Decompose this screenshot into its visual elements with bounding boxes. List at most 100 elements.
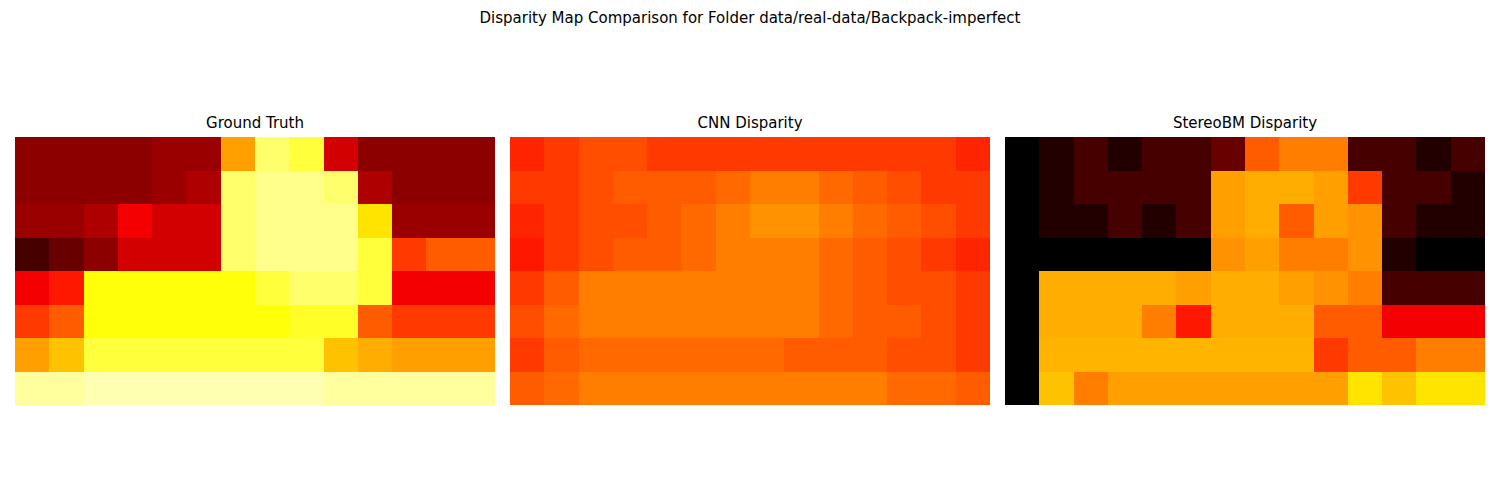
heatmap-cell: [1382, 171, 1417, 205]
heatmap-cell: [358, 171, 393, 205]
heatmap-cell: [358, 271, 393, 305]
heatmap-cell: [426, 372, 461, 406]
heatmap-cell: [681, 305, 716, 339]
heatmap-cell: [289, 372, 324, 406]
heatmap-cell: [887, 137, 922, 171]
heatmap-cell: [1348, 338, 1383, 372]
heatmap-cell: [544, 338, 579, 372]
heatmap-cell: [221, 137, 256, 171]
heatmap-cell: [853, 137, 888, 171]
heatmap-cell: [1074, 137, 1109, 171]
heatmap-cell: [1176, 204, 1211, 238]
heatmap-cell: [118, 372, 153, 406]
heatmap-cell: [358, 137, 393, 171]
heatmap-cell: [510, 271, 545, 305]
heatmap-cell: [784, 338, 819, 372]
heatmap-cell: [152, 171, 187, 205]
heatmap-cell: [1314, 338, 1349, 372]
heatmap-cell: [1211, 305, 1246, 339]
panel: CNN Disparity: [510, 114, 991, 406]
heatmap-cell: [647, 372, 682, 406]
heatmap-cell: [255, 271, 290, 305]
heatmap-cell: [1142, 238, 1177, 272]
heatmap-cell: [1348, 204, 1383, 238]
heatmap-cell: [392, 238, 427, 272]
heatmap-cell: [118, 204, 153, 238]
heatmap-cell: [255, 372, 290, 406]
heatmap-cell: [579, 238, 614, 272]
heatmap-cell: [544, 271, 579, 305]
heatmap-cell: [1451, 338, 1485, 372]
heatmap-cell: [544, 372, 579, 406]
heatmap-cell: [784, 372, 819, 406]
heatmap-cell: [221, 338, 256, 372]
heatmap-cell: [255, 338, 290, 372]
heatmap-cell: [1382, 372, 1417, 406]
heatmap-cell: [255, 238, 290, 272]
heatmap-cell: [221, 372, 256, 406]
figure: Disparity Map Comparison for Folder data…: [0, 0, 1500, 500]
heatmap-cell: [681, 204, 716, 238]
heatmap-cell: [426, 305, 461, 339]
heatmap-cell: [1211, 171, 1246, 205]
heatmap-cell: [647, 238, 682, 272]
heatmap-cell: [1142, 204, 1177, 238]
panel: StereoBM Disparity: [1005, 114, 1486, 406]
heatmap-cell: [255, 305, 290, 339]
heatmap-cell: [152, 372, 187, 406]
heatmap-cell: [1211, 338, 1246, 372]
heatmap-cell: [186, 338, 221, 372]
heatmap-cell: [358, 238, 393, 272]
heatmap-cell: [1039, 372, 1074, 406]
heatmap-cell: [1142, 372, 1177, 406]
heatmap-cell: [1074, 238, 1109, 272]
heatmap-cell: [853, 338, 888, 372]
heatmap-cell: [1416, 137, 1451, 171]
heatmap-cell: [392, 204, 427, 238]
heatmap-cell: [579, 338, 614, 372]
heatmap-cell: [49, 204, 84, 238]
heatmap-cell: [647, 271, 682, 305]
heatmap-cell: [819, 137, 854, 171]
heatmap-cell: [152, 137, 187, 171]
heatmap-cell: [819, 238, 854, 272]
heatmap-cell: [1451, 204, 1485, 238]
heatmap-cell: [84, 137, 119, 171]
heatmap-cell: [255, 171, 290, 205]
heatmap-cell: [1176, 171, 1211, 205]
heatmap-cell: [887, 238, 922, 272]
heatmap-cell: [1348, 171, 1383, 205]
heatmap-cell: [1074, 372, 1109, 406]
heatmap-cell: [1176, 137, 1211, 171]
heatmap-cell: [544, 171, 579, 205]
heatmap-cell: [510, 204, 545, 238]
heatmap-cell: [221, 204, 256, 238]
heatmap-cell: [750, 238, 785, 272]
heatmap-cell: [1279, 271, 1314, 305]
heatmap-cell: [579, 171, 614, 205]
heatmap-cell: [15, 137, 50, 171]
heatmap-cell: [613, 137, 648, 171]
heatmap-cell: [461, 271, 495, 305]
heatmap-cell: [118, 137, 153, 171]
heatmap-cell: [1245, 372, 1280, 406]
heatmap-cell: [853, 271, 888, 305]
heatmap-cell: [681, 372, 716, 406]
heatmap-cell: [510, 238, 545, 272]
heatmap-cell: [186, 372, 221, 406]
heatmap-cell: [647, 305, 682, 339]
heatmap-cell: [1142, 137, 1177, 171]
heatmap-cell: [1416, 171, 1451, 205]
heatmap-cell: [579, 305, 614, 339]
heatmap-cell: [1039, 137, 1074, 171]
heatmap-cell: [324, 372, 359, 406]
heatmap-cell: [1074, 305, 1109, 339]
heatmap-cell: [647, 137, 682, 171]
heatmap-cell: [118, 305, 153, 339]
heatmap-cell: [118, 238, 153, 272]
heatmap-cell: [15, 171, 50, 205]
heatmap-cell: [84, 338, 119, 372]
heatmap-cell: [1279, 338, 1314, 372]
heatmap-cell: [921, 171, 956, 205]
heatmap-cell: [186, 137, 221, 171]
